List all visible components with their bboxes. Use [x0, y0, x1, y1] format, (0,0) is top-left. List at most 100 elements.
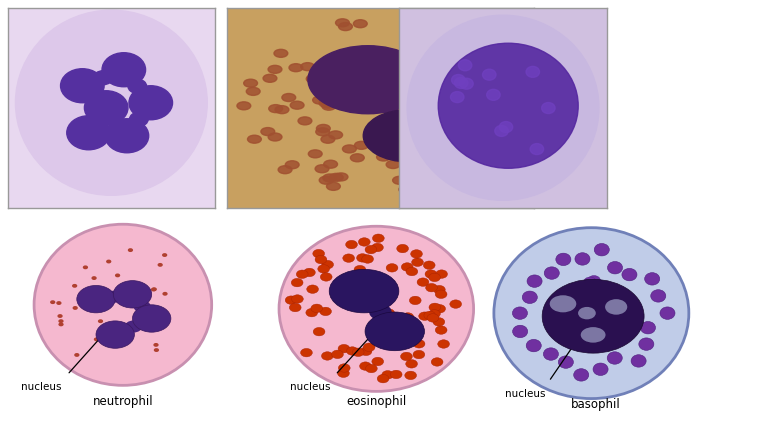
Ellipse shape [423, 261, 435, 270]
Ellipse shape [346, 241, 357, 249]
Ellipse shape [413, 351, 425, 359]
Ellipse shape [98, 319, 103, 323]
Ellipse shape [88, 114, 107, 128]
Text: neutrophil: neutrophil [93, 394, 153, 407]
Ellipse shape [298, 118, 312, 125]
Ellipse shape [366, 365, 377, 373]
Ellipse shape [382, 342, 394, 350]
Ellipse shape [285, 161, 299, 169]
Ellipse shape [105, 291, 123, 303]
Ellipse shape [316, 125, 330, 133]
Ellipse shape [438, 87, 452, 95]
Ellipse shape [372, 140, 386, 148]
Ellipse shape [316, 128, 329, 137]
Ellipse shape [58, 323, 64, 327]
Ellipse shape [268, 134, 282, 141]
Ellipse shape [544, 348, 558, 360]
Ellipse shape [349, 59, 362, 66]
Ellipse shape [604, 329, 618, 340]
Ellipse shape [495, 136, 509, 144]
Ellipse shape [94, 338, 99, 342]
Ellipse shape [554, 311, 568, 322]
Ellipse shape [261, 128, 275, 136]
Ellipse shape [84, 92, 128, 125]
Ellipse shape [403, 104, 417, 112]
Ellipse shape [379, 68, 392, 76]
Ellipse shape [313, 250, 325, 258]
Ellipse shape [303, 269, 316, 277]
Ellipse shape [151, 288, 157, 292]
Ellipse shape [91, 276, 97, 280]
Ellipse shape [412, 179, 426, 187]
Ellipse shape [372, 234, 384, 243]
Ellipse shape [151, 288, 156, 292]
Ellipse shape [639, 338, 654, 351]
Ellipse shape [424, 312, 435, 320]
Ellipse shape [339, 364, 350, 372]
Ellipse shape [289, 65, 303, 72]
Ellipse shape [482, 70, 496, 81]
Ellipse shape [406, 333, 417, 342]
Ellipse shape [301, 63, 315, 72]
Ellipse shape [581, 327, 605, 343]
Ellipse shape [486, 151, 500, 159]
Ellipse shape [399, 186, 412, 194]
Ellipse shape [74, 353, 79, 357]
Ellipse shape [435, 326, 447, 335]
Ellipse shape [306, 309, 318, 317]
Ellipse shape [338, 369, 349, 378]
Ellipse shape [329, 174, 343, 182]
Ellipse shape [480, 54, 494, 62]
Ellipse shape [449, 105, 462, 114]
Ellipse shape [383, 309, 395, 318]
Ellipse shape [98, 128, 117, 142]
Ellipse shape [460, 79, 473, 90]
Ellipse shape [397, 245, 409, 253]
Ellipse shape [300, 349, 313, 357]
Ellipse shape [338, 345, 350, 353]
Ellipse shape [402, 313, 414, 322]
Ellipse shape [605, 299, 627, 315]
Text: basophil: basophil [571, 397, 621, 410]
Ellipse shape [415, 154, 429, 162]
Ellipse shape [482, 81, 495, 89]
Ellipse shape [437, 80, 451, 88]
Ellipse shape [425, 270, 437, 279]
Ellipse shape [607, 352, 622, 365]
Ellipse shape [487, 90, 500, 101]
Ellipse shape [417, 278, 429, 287]
Ellipse shape [465, 156, 479, 164]
Ellipse shape [354, 266, 366, 274]
Ellipse shape [395, 106, 409, 114]
Ellipse shape [346, 347, 358, 355]
Ellipse shape [622, 269, 637, 281]
Ellipse shape [404, 169, 418, 177]
Ellipse shape [439, 44, 578, 169]
Ellipse shape [452, 76, 465, 86]
Ellipse shape [306, 285, 319, 294]
Ellipse shape [541, 103, 555, 114]
Ellipse shape [355, 142, 369, 150]
Ellipse shape [77, 286, 115, 313]
Ellipse shape [522, 291, 538, 304]
Ellipse shape [290, 102, 304, 110]
Ellipse shape [359, 238, 370, 247]
Ellipse shape [603, 290, 617, 301]
Ellipse shape [419, 312, 431, 321]
Ellipse shape [322, 352, 333, 360]
Ellipse shape [322, 103, 336, 111]
Ellipse shape [504, 124, 518, 132]
Ellipse shape [321, 136, 335, 144]
Ellipse shape [279, 227, 474, 391]
Ellipse shape [598, 307, 611, 318]
Ellipse shape [545, 267, 559, 279]
Ellipse shape [412, 258, 423, 267]
Ellipse shape [401, 352, 412, 361]
Ellipse shape [429, 310, 440, 319]
Ellipse shape [162, 253, 167, 257]
Ellipse shape [318, 265, 329, 273]
Ellipse shape [322, 261, 333, 269]
Ellipse shape [526, 67, 539, 78]
Ellipse shape [106, 260, 111, 264]
Ellipse shape [353, 348, 364, 357]
